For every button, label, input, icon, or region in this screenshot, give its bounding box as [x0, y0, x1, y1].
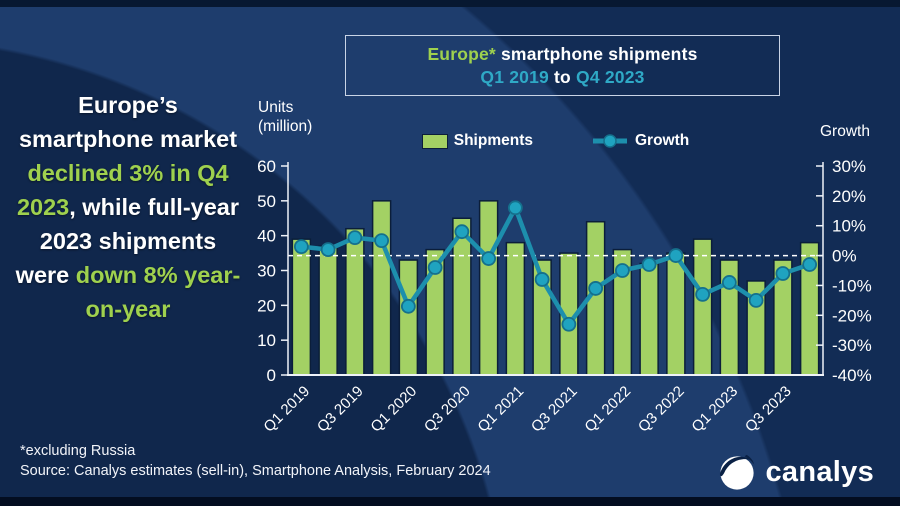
- canalys-logo: canalys: [718, 453, 874, 491]
- svg-text:-40%: -40%: [832, 366, 872, 385]
- legend-growth-label: Growth: [634, 132, 690, 149]
- svg-text:0: 0: [267, 366, 276, 385]
- left-axis-title: Units (million): [258, 99, 313, 135]
- legend-item-growth: Growth: [591, 132, 689, 150]
- svg-text:50: 50: [257, 192, 276, 211]
- svg-text:Q3 2023: Q3 2023: [742, 383, 795, 436]
- svg-text:-10%: -10%: [832, 276, 872, 295]
- legend-shipments-label: Shipments: [453, 132, 533, 149]
- svg-text:Q3 2019: Q3 2019: [314, 383, 367, 436]
- growth-line-icon: [592, 134, 627, 148]
- footnote: *excluding Russia: [20, 443, 136, 459]
- source-line: Source: Canalys estimates (sell-in), Sma…: [20, 463, 491, 479]
- canalys-wordmark: canalys: [765, 455, 874, 488]
- svg-text:20%: 20%: [832, 187, 866, 206]
- chart-title-line1: Europe* smartphone shipments: [427, 43, 698, 64]
- svg-text:Q1 2019: Q1 2019: [260, 383, 313, 436]
- svg-text:30%: 30%: [832, 157, 866, 176]
- svg-text:0%: 0%: [832, 247, 857, 266]
- top-border-strip: [0, 0, 900, 7]
- svg-text:40: 40: [257, 227, 276, 246]
- svg-text:Q3 2021: Q3 2021: [528, 383, 581, 436]
- svg-text:60: 60: [257, 157, 276, 176]
- chart-title-box: Europe* smartphone shipments Q1 2019 to …: [345, 35, 780, 96]
- chart-title-line2: Q1 2019 to Q4 2023: [480, 66, 645, 87]
- svg-text:-30%: -30%: [832, 336, 872, 355]
- svg-text:Q1 2021: Q1 2021: [474, 383, 527, 436]
- svg-text:Q1 2020: Q1 2020: [367, 383, 420, 436]
- svg-text:10: 10: [257, 331, 276, 350]
- svg-text:Q3 2020: Q3 2020: [421, 383, 474, 436]
- svg-text:Q3 2022: Q3 2022: [635, 383, 688, 436]
- svg-text:-20%: -20%: [832, 306, 872, 325]
- headline: Europe’s smartphone market declined 3% i…: [15, 92, 241, 322]
- bottom-border-strip: [0, 497, 900, 506]
- svg-text:Q1 2023: Q1 2023: [688, 383, 741, 436]
- svg-text:Q1 2022: Q1 2022: [581, 383, 634, 436]
- shipments-swatch-icon: [421, 133, 448, 149]
- chart-legend: Shipments Growth: [288, 132, 823, 150]
- svg-text:10%: 10%: [832, 217, 866, 236]
- right-axis-title: Growth: [820, 123, 870, 140]
- svg-text:20: 20: [257, 296, 276, 315]
- svg-text:30: 30: [257, 262, 276, 281]
- canalys-logo-icon: [720, 454, 755, 490]
- legend-item-shipments: Shipments: [421, 132, 533, 150]
